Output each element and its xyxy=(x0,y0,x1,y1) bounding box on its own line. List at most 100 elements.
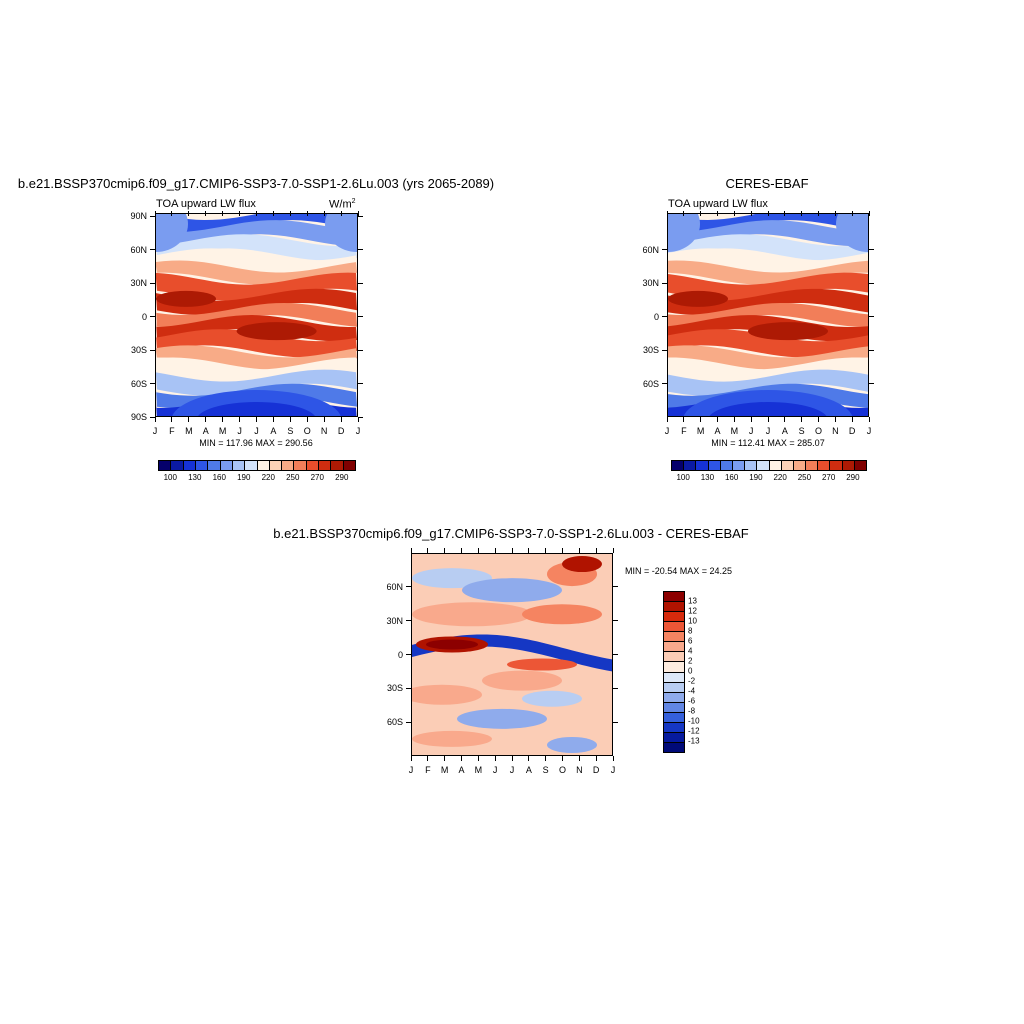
obs-plot-subtitle: TOA upward LW flux xyxy=(668,198,768,210)
model-x-tick xyxy=(222,211,224,216)
model-contour-panel xyxy=(155,213,358,417)
colorbar-swatch xyxy=(664,612,684,623)
diff-x-tick xyxy=(427,548,429,553)
diff-x-tick xyxy=(461,548,462,553)
model-y-tick-label: 60N xyxy=(130,244,147,255)
colorbar-swatch xyxy=(664,642,684,653)
diff-y-tick xyxy=(613,687,618,689)
obs-x-tick-label: S xyxy=(798,426,805,436)
colorbar-swatch xyxy=(664,632,684,643)
model-x-tick xyxy=(289,211,291,216)
obs-x-tick xyxy=(868,211,870,216)
diff-colorbar-label: -12 xyxy=(688,726,700,736)
contour-band xyxy=(709,402,827,416)
colorbar-swatch xyxy=(793,461,807,470)
contour-band xyxy=(457,708,547,729)
diff-x-tick-label: J xyxy=(509,765,515,775)
colorbar-swatch xyxy=(769,461,782,470)
diff-x-tick xyxy=(612,756,614,761)
diff-x-tick xyxy=(528,756,530,761)
model-y-tick xyxy=(358,249,363,250)
model-y-tick-label: 60S xyxy=(130,378,147,389)
model-x-tick xyxy=(340,211,342,216)
model-colorbar-label: 160 xyxy=(212,473,226,482)
diff-y-tick-label: 30S xyxy=(386,683,403,694)
obs-y-tick-label: 0 xyxy=(653,311,659,322)
model-x-tick-label: J xyxy=(152,426,158,436)
colorbar-swatch xyxy=(664,692,684,703)
obs-x-tick-label: J xyxy=(765,426,771,436)
model-x-tick xyxy=(171,211,173,216)
diff-colorbar-label: -8 xyxy=(688,706,696,716)
model-x-tick-label: J xyxy=(254,426,259,436)
obs-x-tick-label: J xyxy=(664,426,670,436)
contour-band xyxy=(156,329,357,358)
model-x-tick-label: N xyxy=(320,426,328,436)
colorbar-swatch xyxy=(745,461,758,470)
model-x-tick xyxy=(205,417,207,422)
obs-x-tick xyxy=(733,211,735,216)
obs-x-tick xyxy=(700,211,702,216)
obs-y-tick xyxy=(662,349,667,351)
obs-colorbar-label: 190 xyxy=(749,473,763,482)
model-x-tick xyxy=(256,417,257,422)
colorbar-swatch xyxy=(757,461,770,470)
contour-band xyxy=(668,357,868,382)
diff-x-tick-label: J xyxy=(492,765,498,775)
diff-x-tick xyxy=(612,548,614,553)
contour-band xyxy=(668,234,868,261)
colorbar-swatch xyxy=(664,652,684,663)
diff-x-tick-label: A xyxy=(458,765,465,775)
model-y-tick xyxy=(358,282,363,284)
colorbar-swatch xyxy=(319,461,332,470)
model-y-tick-label: 30N xyxy=(130,278,147,288)
diff-colorbar-label: 2 xyxy=(688,656,693,666)
model-x-tick-label: M xyxy=(218,426,227,436)
model-minmax: MIN = 117.96 MAX = 290.56 xyxy=(199,438,313,448)
obs-x-tick xyxy=(784,211,786,216)
diff-y-tick xyxy=(406,687,411,689)
colorbar-swatch xyxy=(171,461,184,470)
model-x-tick-label: J xyxy=(237,426,242,436)
contour-band xyxy=(748,322,828,341)
contour-band xyxy=(198,402,315,416)
model-x-tick xyxy=(239,211,241,216)
diff-x-tick xyxy=(410,756,412,761)
obs-y-tick-label: 60N xyxy=(642,244,659,255)
model-x-tick-label: F xyxy=(169,426,175,436)
model-x-tick xyxy=(357,211,359,216)
contour-band xyxy=(412,730,492,747)
obs-x-tick xyxy=(666,417,668,422)
model-y-tick xyxy=(150,416,155,418)
contour-band xyxy=(562,556,602,573)
obs-x-tick-label: M xyxy=(730,426,739,436)
diff-x-tick xyxy=(545,548,547,553)
diff-x-tick-label: M xyxy=(474,765,483,775)
diff-contour-panel xyxy=(411,553,613,756)
diff-colorbar-label: -6 xyxy=(688,696,696,706)
diff-x-tick-label: N xyxy=(576,765,583,775)
model-x-tick xyxy=(272,211,274,216)
model-x-tick xyxy=(323,417,325,422)
obs-x-tick xyxy=(733,417,735,422)
obs-x-tick-label: A xyxy=(781,426,788,436)
contour-band xyxy=(156,248,357,273)
obs-x-tick xyxy=(683,417,685,422)
diff-y-tick-label: 30N xyxy=(386,615,403,626)
contour-band xyxy=(668,290,728,307)
colorbar-swatch xyxy=(269,461,283,470)
obs-plot-title: CERES-EBAF xyxy=(725,176,809,191)
diff-x-tick xyxy=(477,548,479,553)
model-x-tick xyxy=(188,211,190,216)
model-y-tick xyxy=(150,383,155,384)
model-x-tick-label: S xyxy=(287,426,294,436)
obs-y-tick xyxy=(869,282,874,284)
model-x-tick-label: A xyxy=(270,426,277,436)
contour-band xyxy=(668,214,700,252)
model-x-tick xyxy=(323,211,325,216)
obs-x-tick-label: A xyxy=(714,426,721,436)
contour-band xyxy=(412,684,482,705)
diff-colorbar-label: 12 xyxy=(688,606,697,616)
contour-band xyxy=(156,234,357,261)
model-y-tick xyxy=(358,383,363,384)
